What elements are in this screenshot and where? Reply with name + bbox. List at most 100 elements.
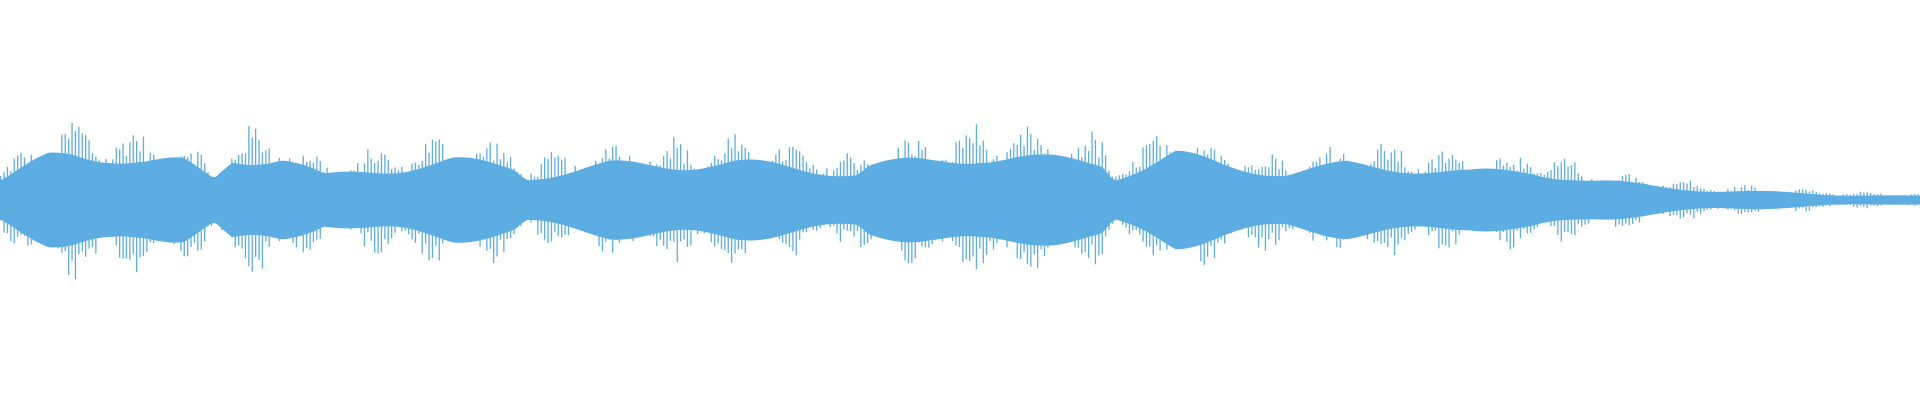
waveform-sample xyxy=(469,165,471,237)
waveform-sample xyxy=(210,177,213,226)
waveform-sample xyxy=(632,165,634,242)
waveform-sample xyxy=(125,156,128,259)
waveform-sample xyxy=(1628,174,1630,226)
waveform-sample xyxy=(894,162,896,238)
waveform-sample xyxy=(1115,176,1117,218)
waveform-sample xyxy=(652,167,655,237)
waveform-sample xyxy=(272,163,274,238)
waveform-sample xyxy=(1489,175,1491,230)
waveform-sample xyxy=(1768,193,1770,207)
waveform-sample xyxy=(1377,149,1379,242)
waveform-sample xyxy=(112,159,114,237)
waveform-sample xyxy=(510,157,512,239)
waveform-sample xyxy=(499,159,502,240)
waveform-sample xyxy=(1268,167,1270,240)
waveform-sample xyxy=(544,157,546,240)
waveform-sample xyxy=(153,154,155,244)
waveform-sample xyxy=(707,166,709,227)
waveform-sample xyxy=(159,159,162,234)
waveform-sample xyxy=(982,140,984,264)
waveform-sample xyxy=(428,152,430,261)
waveform-sample xyxy=(941,160,944,242)
waveform-sample xyxy=(1315,161,1318,230)
waveform-sample xyxy=(1190,166,1192,243)
waveform-sample xyxy=(1791,193,1794,208)
waveform-sample xyxy=(788,147,791,247)
waveform-sample xyxy=(214,177,216,224)
waveform-sample xyxy=(537,176,539,235)
waveform-sample xyxy=(1710,190,1712,210)
waveform-sample xyxy=(1856,193,1858,208)
waveform-sample xyxy=(884,167,886,227)
waveform-sample xyxy=(17,155,19,237)
waveform-sample xyxy=(241,153,243,249)
waveform-sample xyxy=(1723,192,1726,209)
waveform-sample xyxy=(251,137,253,272)
waveform-sample xyxy=(1812,190,1814,207)
waveform-sample xyxy=(867,164,869,244)
waveform-sample xyxy=(0,176,2,221)
waveform-sample xyxy=(275,166,277,234)
waveform-sample xyxy=(1441,151,1443,245)
waveform-sample xyxy=(132,135,134,254)
waveform-sample xyxy=(1251,165,1253,236)
waveform-sample xyxy=(268,148,270,247)
waveform-sample xyxy=(860,164,862,247)
waveform-sample xyxy=(326,167,328,223)
waveform-sample xyxy=(1356,175,1358,234)
waveform-sample xyxy=(1506,162,1508,242)
waveform-sample xyxy=(234,159,236,248)
waveform-sample xyxy=(255,128,257,257)
waveform-sample xyxy=(227,166,230,229)
waveform-sample xyxy=(1621,175,1624,226)
waveform-sample xyxy=(639,167,641,230)
waveform-sample xyxy=(170,164,172,237)
waveform-sample xyxy=(1125,174,1127,228)
waveform-sample xyxy=(1071,154,1073,234)
waveform-sample xyxy=(1730,191,1732,208)
waveform-sample xyxy=(1094,139,1097,265)
waveform-sample xyxy=(323,171,325,226)
waveform-sample xyxy=(1547,171,1549,222)
waveform-sample xyxy=(1397,161,1399,245)
waveform-sample xyxy=(462,172,464,226)
waveform-sample xyxy=(1139,166,1141,235)
waveform-sample xyxy=(496,143,498,257)
waveform-sample xyxy=(1122,173,1124,225)
waveform-sample xyxy=(870,171,872,240)
waveform-sample xyxy=(588,167,590,233)
waveform-sample xyxy=(775,154,777,234)
waveform-sample xyxy=(1880,193,1882,206)
waveform-sample xyxy=(448,162,451,240)
waveform-sample xyxy=(1156,136,1158,246)
waveform-sample xyxy=(1581,176,1583,227)
waveform-sample xyxy=(57,154,60,249)
waveform-sample xyxy=(1717,191,1719,209)
waveform-sample xyxy=(418,164,420,234)
waveform-sample xyxy=(1802,189,1804,208)
waveform-sample xyxy=(1734,186,1736,211)
waveform-sample xyxy=(85,135,87,257)
waveform-sample xyxy=(530,173,532,223)
waveform-sample xyxy=(683,164,685,240)
waveform-sample xyxy=(183,156,185,257)
waveform-sample xyxy=(302,155,304,253)
waveform-sample xyxy=(1380,143,1382,244)
waveform-sample xyxy=(1757,191,1760,212)
waveform-sample xyxy=(1601,183,1603,218)
waveform-sample xyxy=(1513,164,1515,248)
waveform-sample xyxy=(1808,191,1811,211)
waveform-sample xyxy=(622,163,624,239)
waveform-sample xyxy=(574,166,576,227)
waveform-sample xyxy=(1098,157,1100,256)
waveform-sample xyxy=(591,169,593,228)
waveform-sample xyxy=(1285,170,1287,231)
waveform-sample xyxy=(1237,173,1239,226)
waveform-sample xyxy=(1798,189,1800,209)
waveform-sample xyxy=(489,142,491,249)
waveform-sample xyxy=(1428,162,1430,236)
waveform-sample xyxy=(1659,190,1661,212)
waveform-sample xyxy=(1887,195,1889,205)
waveform-sample xyxy=(6,166,9,234)
